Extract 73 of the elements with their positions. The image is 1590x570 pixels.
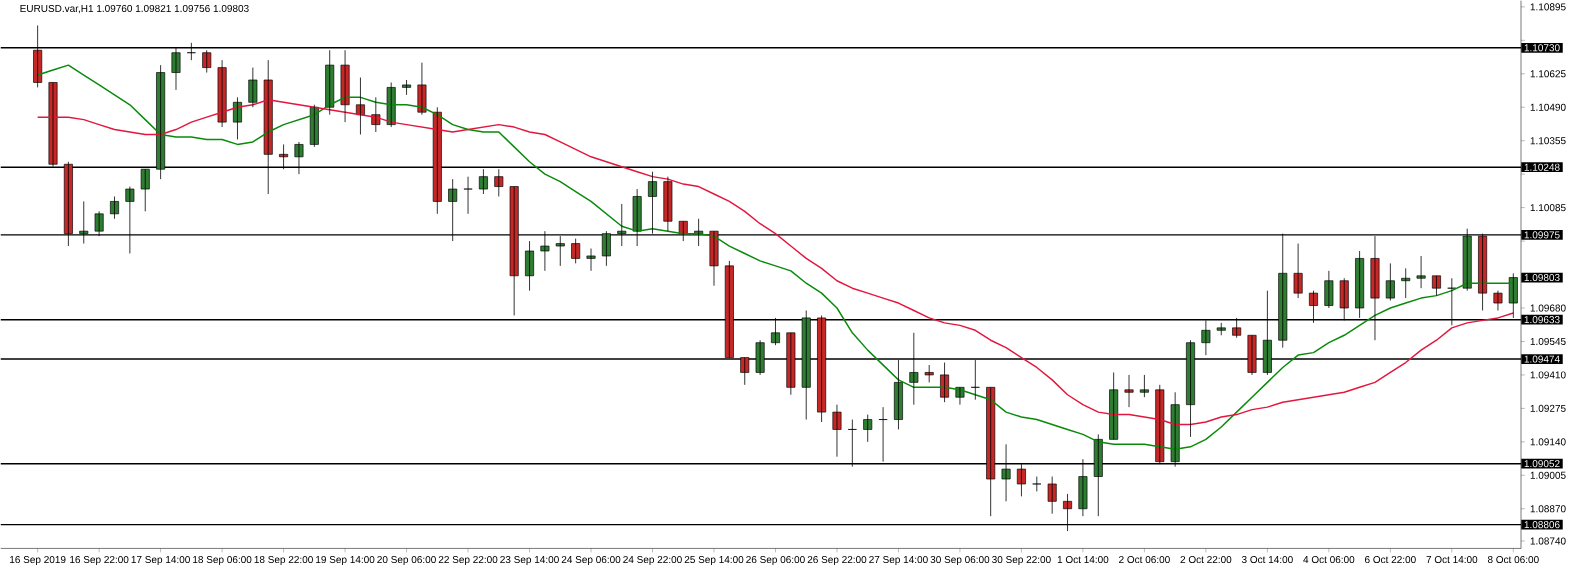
candlestick: [248, 66, 258, 108]
candlestick: [371, 96, 381, 133]
ref-line-label: 1.09633: [1524, 315, 1560, 323]
y-tick-label: 1.10490: [1530, 103, 1566, 111]
y-tick-label: 1.08740: [1530, 537, 1566, 545]
x-tick-label: 6 Oct 22:00: [1365, 555, 1416, 563]
candlestick: [1401, 267, 1411, 299]
y-tick-label: 1.09545: [1530, 337, 1566, 345]
candlestick: [1032, 475, 1042, 492]
x-tick-label: 16 Sep 22:00: [70, 555, 129, 565]
x-tick-label: 30 Sep 06:00: [930, 555, 990, 565]
y-tick-label: 1.08870: [1530, 505, 1566, 513]
candlestick: [863, 413, 873, 443]
candlestick: [463, 176, 473, 215]
x-tick-label: 3 Oct 14:00: [1241, 555, 1293, 563]
y-tick-label: 1.10085: [1530, 203, 1566, 211]
candlestick: [1047, 475, 1057, 514]
y-tick-label: 1.09140: [1530, 438, 1566, 446]
candlestick: [386, 81, 396, 128]
y-tick-label: 1.10895: [1530, 3, 1566, 11]
candlestick: [1216, 322, 1226, 336]
x-tick-label: 18 Sep 22:00: [254, 555, 313, 565]
x-tick-label: 1 Oct 14:00: [1057, 555, 1109, 563]
candlestick: [663, 176, 673, 232]
candlestick: [924, 364, 934, 383]
x-tick-label: 19 Sep 14:00: [316, 555, 375, 565]
x-tick-label: 24 Sep 06:00: [561, 555, 621, 565]
x-tick-label: 8 Oct 06:00: [1487, 555, 1539, 563]
candlestick: [325, 49, 335, 115]
x-tick-label: 26 Sep 06:00: [746, 555, 805, 565]
candlestick: [1324, 270, 1334, 309]
x-tick-label: 22 Sep 22:00: [438, 555, 498, 565]
ref-line-label: 1.10248: [1524, 163, 1560, 171]
y-tick-label: 1.09005: [1530, 471, 1566, 479]
ref-line-label: 1.10730: [1524, 44, 1560, 52]
x-tick-label: 24 Sep 22:00: [623, 555, 682, 565]
ref-line-label: 1.09975: [1524, 231, 1560, 239]
candlestick: [832, 404, 842, 457]
candlestick: [1431, 275, 1441, 296]
candlestick: [1139, 374, 1149, 398]
ref-line-label: 1.08806: [1524, 520, 1560, 528]
candlestick: [586, 247, 596, 272]
x-tick-label: 30 Sep 22:00: [992, 555, 1051, 565]
x-tick-label: 17 Sep 14:00: [131, 555, 190, 565]
x-tick-label: 4 Oct 06:00: [1303, 555, 1355, 563]
y-tick-label: 1.10625: [1530, 70, 1566, 78]
x-tick-label: 20 Sep 06:00: [377, 555, 436, 565]
x-tick-label: 2 Oct 22:00: [1180, 555, 1232, 563]
candlestick: [402, 79, 412, 96]
x-tick-label: 18 Sep 06:00: [193, 555, 252, 565]
y-tick-label: 1.09410: [1530, 371, 1566, 379]
candlestick: [571, 238, 581, 264]
y-tick-label: 1.09680: [1530, 304, 1566, 312]
x-tick-label: 25 Sep 14:00: [684, 555, 744, 565]
candlestick: [1416, 255, 1426, 289]
x-tick-label: 16 Sep 2019: [10, 555, 66, 565]
y-tick-label: 1.09275: [1530, 404, 1566, 412]
x-tick-label: 23 Sep 14:00: [500, 555, 559, 565]
x-tick-label: 26 Sep 22:00: [807, 555, 867, 565]
candlestick: [1124, 374, 1134, 408]
candlestick: [1385, 262, 1395, 301]
x-tick-label: 27 Sep 14:00: [869, 555, 928, 565]
y-tick-label: 1.10355: [1530, 136, 1566, 145]
annotation: 1.09803: [1524, 273, 1560, 281]
ref-line-label: 1.09052: [1524, 459, 1560, 467]
candlestick: [202, 49, 212, 73]
candlestick: [1493, 290, 1503, 311]
x-tick-label: 2 Oct 06:00: [1119, 555, 1170, 563]
ref-line-label: 1.09474: [1524, 355, 1560, 363]
candlestick: [1293, 242, 1303, 299]
chart-title: EURUSD.var,H1 1.09760 1.09821 1.09756 1.09803: [20, 4, 249, 13]
candlestick: [525, 240, 535, 291]
x-tick-label: 7 Oct 14:00: [1426, 555, 1478, 563]
